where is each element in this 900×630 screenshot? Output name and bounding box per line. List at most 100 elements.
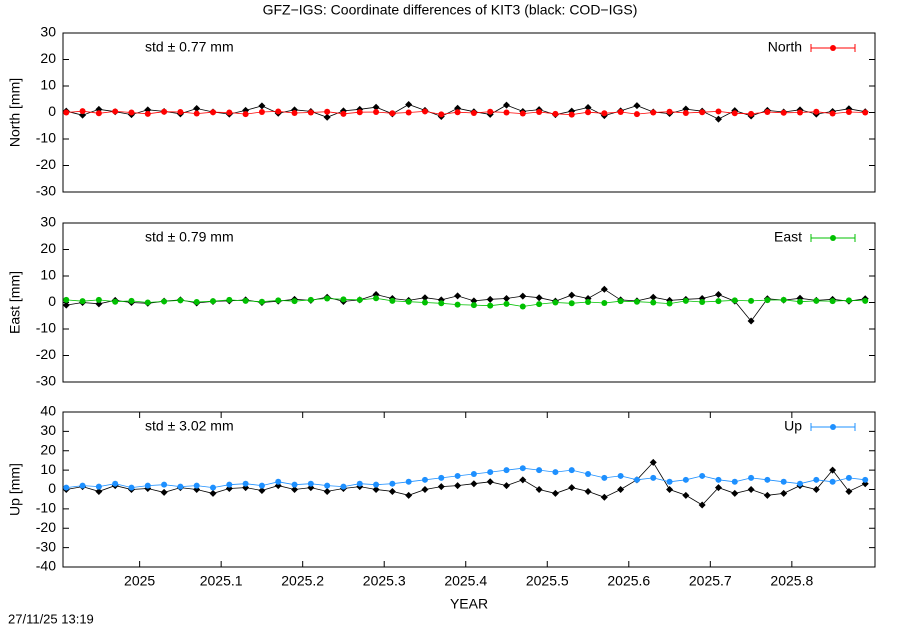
annotation: std ± 3.02 mm (145, 418, 234, 434)
point (356, 480, 363, 487)
point (535, 294, 543, 302)
point (829, 298, 836, 305)
point (519, 476, 527, 484)
point (536, 467, 543, 474)
point (699, 109, 706, 116)
point (845, 487, 853, 495)
point (62, 301, 70, 309)
point (226, 481, 233, 488)
point (258, 108, 265, 115)
point (666, 300, 673, 307)
point (503, 295, 511, 303)
point (242, 480, 249, 487)
point (601, 300, 608, 307)
point (421, 486, 429, 493)
point (633, 476, 640, 483)
point (324, 108, 331, 115)
point (796, 109, 803, 116)
point (324, 295, 331, 302)
y-tick-label: 0 (48, 103, 56, 119)
point (747, 486, 755, 493)
point (731, 478, 738, 485)
point (552, 110, 559, 117)
point (862, 297, 869, 304)
point (862, 109, 869, 116)
series-line (66, 461, 866, 506)
point (454, 472, 461, 479)
point (584, 487, 592, 495)
point (177, 483, 184, 490)
y-tick-label: -10 (36, 500, 56, 516)
point (421, 476, 428, 483)
point (486, 295, 494, 303)
point (829, 110, 836, 117)
y-tick-label: -40 (36, 558, 56, 574)
point (193, 110, 200, 117)
x-tick-label: 2025.4 (444, 573, 487, 589)
point (470, 302, 477, 309)
point (633, 102, 641, 110)
point (95, 487, 103, 495)
point (161, 108, 168, 115)
point (405, 298, 412, 305)
point (210, 484, 217, 491)
point (568, 291, 576, 299)
x-axis-label: YEAR (450, 596, 488, 612)
point (617, 472, 624, 479)
point (747, 317, 755, 325)
point (601, 474, 608, 481)
point (177, 297, 184, 304)
point (470, 471, 477, 477)
point (519, 110, 526, 117)
point (226, 109, 233, 116)
point (503, 482, 511, 490)
point (356, 296, 363, 303)
point (454, 301, 461, 308)
y-tick-label: 10 (40, 267, 56, 283)
point (95, 296, 102, 303)
point (79, 298, 86, 305)
point (633, 111, 640, 118)
point (552, 469, 559, 476)
x-tick-label: 2025 (124, 573, 155, 589)
point (780, 489, 788, 497)
point (714, 115, 722, 123)
point (829, 466, 837, 474)
x-tick-label: 2025.1 (200, 573, 243, 589)
point (193, 105, 201, 113)
point (438, 111, 445, 118)
point (421, 294, 429, 302)
point (601, 110, 608, 117)
y-axis-label: East [mm] (7, 271, 23, 334)
y-tick-label: -10 (36, 320, 56, 336)
point (519, 303, 526, 310)
point (487, 302, 494, 309)
point (617, 486, 625, 493)
point (568, 111, 575, 118)
point (112, 480, 119, 487)
point (503, 109, 510, 116)
annotation: std ± 0.79 mm (145, 229, 234, 245)
point (63, 109, 70, 116)
y-tick-label: 40 (40, 403, 56, 419)
point (258, 486, 266, 494)
point (373, 481, 380, 488)
point (242, 297, 249, 304)
y-tick-label: 10 (40, 77, 56, 93)
y-tick-label: 20 (40, 240, 56, 256)
point (535, 486, 543, 493)
point (650, 474, 657, 481)
point (63, 484, 70, 491)
y-tick-label: 10 (40, 461, 56, 477)
point (519, 292, 527, 300)
y-tick-label: 30 (40, 214, 56, 230)
point (682, 297, 689, 304)
point (812, 486, 820, 493)
point (487, 469, 494, 476)
point (585, 298, 592, 305)
point (731, 110, 738, 117)
point (454, 292, 462, 300)
point (340, 110, 347, 117)
point (454, 482, 462, 490)
point (177, 108, 184, 115)
